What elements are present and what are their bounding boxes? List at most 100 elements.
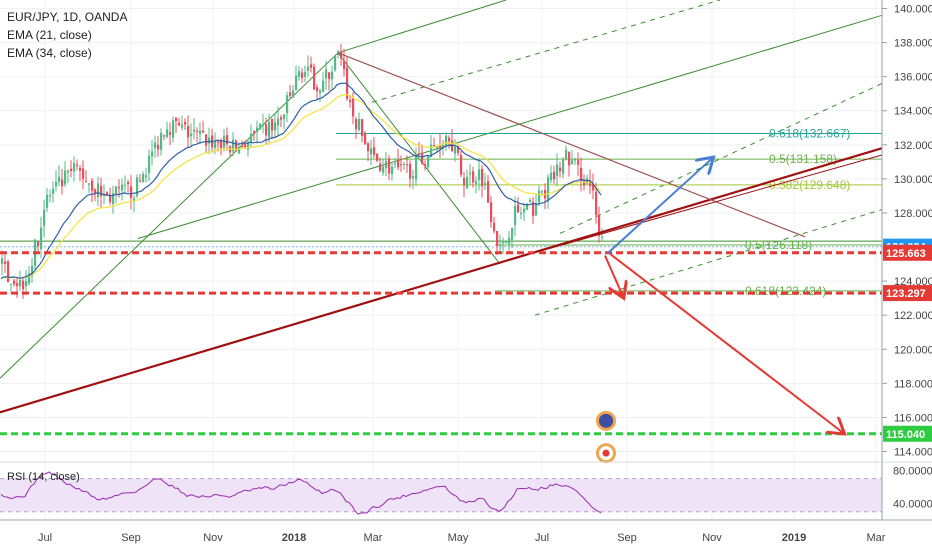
candle-body (334, 55, 337, 71)
candle-body (490, 202, 493, 223)
candle-body (112, 193, 115, 205)
candle-body (133, 198, 136, 202)
candle-body (400, 164, 403, 166)
price-tick-label-6: 128.000 (894, 208, 932, 220)
candle-body (568, 152, 571, 166)
candle-body (268, 121, 271, 138)
candle-body (136, 177, 139, 196)
candle-body (529, 200, 532, 203)
price-tick-label-9: 122.000 (894, 310, 932, 322)
rsi-tick-label-1: 40.0000 (893, 498, 932, 510)
candle-body (331, 71, 334, 80)
candle-body (232, 139, 235, 152)
candle-body (304, 71, 307, 77)
price-tick-label-2: 136.000 (894, 72, 932, 84)
candle-body (178, 122, 181, 126)
candle-body (301, 72, 304, 78)
lower-trendline (493, 154, 883, 265)
candle-body (592, 183, 595, 191)
price-tick-label-12: 116.000 (894, 412, 932, 424)
candle-body (31, 265, 34, 277)
candle-body (46, 195, 49, 208)
candle-body (13, 280, 16, 285)
candle-body (148, 155, 151, 174)
candle-body (382, 166, 385, 173)
candle-body (208, 137, 211, 144)
candle-body (259, 123, 262, 129)
candle-body (298, 71, 301, 77)
candle-body (385, 160, 388, 169)
candle-body (184, 122, 187, 125)
candle-body (190, 133, 193, 137)
candle-body (193, 129, 196, 132)
candle-body (373, 147, 376, 155)
candle-body (76, 164, 79, 166)
candle-body (535, 204, 538, 216)
candle-body (196, 131, 199, 133)
candle-body (109, 194, 112, 203)
candle-body (511, 228, 514, 240)
candle-body (418, 153, 421, 155)
rsi-legend: RSI (14, close) (7, 471, 80, 483)
candle-body (64, 170, 67, 185)
candle-body (121, 184, 124, 191)
channel-dashed-3 (534, 209, 883, 316)
candle-body (346, 67, 349, 99)
candle-body (472, 171, 475, 183)
candle-body (523, 208, 526, 213)
candle-body (526, 203, 529, 210)
candle-body (172, 120, 175, 138)
candle-body (562, 159, 565, 174)
candle-body (214, 141, 217, 148)
time-tick-label-0: Jul (38, 532, 52, 544)
candle-body (517, 204, 520, 213)
candle-body (262, 124, 265, 126)
legend-symbol: EUR/JPY, 1D, OANDA (7, 10, 128, 24)
candle-body (145, 175, 148, 178)
price-tick-label-3: 134.000 (894, 106, 932, 118)
fib-label-2: 0.382(129.648) (769, 178, 850, 192)
candle-body (280, 117, 283, 120)
price-tick-label-1: 138.000 (894, 38, 932, 50)
candle-body (484, 183, 487, 186)
candle-body (253, 131, 256, 134)
candle-body (508, 237, 511, 244)
candle-body (496, 231, 499, 246)
time-tick-label-9: 2019 (782, 532, 806, 544)
candle-body (340, 51, 343, 59)
candle-body (355, 119, 358, 129)
price-tick-label-10: 120.000 (894, 344, 932, 356)
candle-body (394, 163, 397, 165)
time-tick-label-2: Nov (203, 532, 223, 544)
candle-body (454, 147, 457, 154)
candle-body (463, 177, 466, 186)
candle-body (124, 184, 127, 186)
price-marker-label-1: 125.663 (886, 248, 926, 260)
price-marker-label-2: 123.297 (886, 288, 926, 300)
candle-body (574, 159, 577, 161)
candle-body (538, 190, 541, 202)
time-tick-label-4: Mar (364, 532, 383, 544)
candle-body (97, 183, 100, 197)
time-tick-label-6: Jul (535, 532, 549, 544)
candle-body (487, 181, 490, 203)
time-tick-label-1: Sep (121, 532, 141, 544)
projection-arrow-up (606, 158, 712, 255)
candle-body (67, 170, 70, 173)
candle-body (241, 145, 244, 147)
candle-body (505, 241, 508, 243)
candle-body (22, 280, 25, 290)
descending-trendline (337, 52, 806, 238)
price-marker-bg-1 (883, 244, 932, 261)
candle-body (469, 172, 472, 175)
candle-body (238, 146, 241, 154)
candle-body (25, 280, 28, 286)
candle-body (52, 188, 55, 194)
candle-body (403, 163, 406, 165)
time-tick-label-3: 2018 (282, 532, 306, 544)
candle-body (580, 167, 583, 182)
candle-body (598, 214, 601, 236)
legend-ema21: EMA (21, close) (7, 28, 92, 42)
